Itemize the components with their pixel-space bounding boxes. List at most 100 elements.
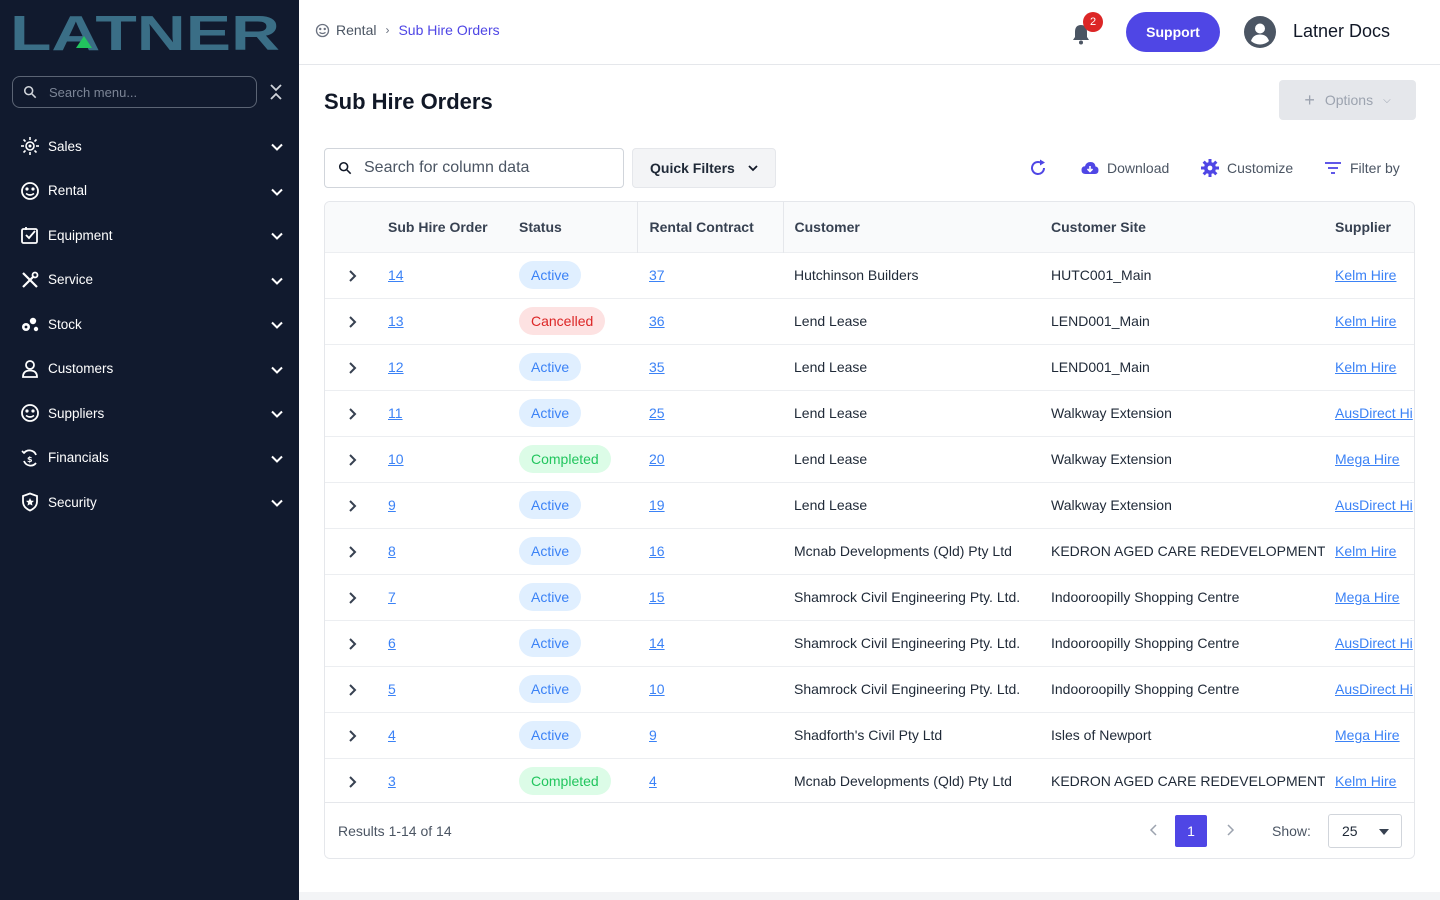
sidebar-item-financials[interactable]: $ Financials — [0, 436, 299, 481]
supplier-link[interactable]: Mega Hire — [1335, 589, 1400, 605]
table-row[interactable]: 3 Completed 4 Mcnab Developments (Qld) Pty … — [325, 758, 1414, 804]
sub-hire-order-link[interactable]: 14 — [388, 267, 404, 283]
chevron-right-icon[interactable] — [345, 591, 359, 605]
supplier-link[interactable]: AusDirect Hi — [1335, 405, 1413, 421]
table-row[interactable]: 8 Active 16 Mcnab Developments (Qld) Pty Lt… — [325, 528, 1414, 574]
chevron-right-icon[interactable] — [345, 729, 359, 743]
refresh-button[interactable] — [1028, 158, 1048, 178]
supplier-link[interactable]: Mega Hire — [1335, 727, 1400, 743]
download-button[interactable]: Download — [1080, 158, 1169, 178]
sub-hire-order-link[interactable]: 6 — [388, 635, 396, 651]
supplier-link[interactable]: AusDirect Hi — [1335, 497, 1413, 513]
expand-cell[interactable] — [325, 574, 378, 620]
chevron-right-icon[interactable] — [345, 775, 359, 789]
chevron-right-icon[interactable] — [345, 269, 359, 283]
sub-hire-order-link[interactable]: 12 — [388, 359, 404, 375]
sub-hire-order-link[interactable]: 11 — [388, 405, 403, 421]
sub-hire-order-link[interactable]: 8 — [388, 543, 396, 559]
table-row[interactable]: 14 Active 37 Hutchinson Builders HUTC001_Mai… — [325, 252, 1414, 298]
expand-cell[interactable] — [325, 344, 378, 390]
expand-cell[interactable] — [325, 620, 378, 666]
supplier-link[interactable]: Kelm Hire — [1335, 267, 1397, 283]
expand-cell[interactable] — [325, 666, 378, 712]
breadcrumb-rental[interactable]: Rental — [336, 22, 377, 38]
sub-hire-order-link[interactable]: 7 — [388, 589, 396, 605]
sub-hire-order-link[interactable]: 9 — [388, 497, 396, 513]
chevron-right-icon[interactable] — [345, 453, 359, 467]
chevron-right-icon[interactable] — [345, 407, 359, 421]
chevron-right-icon[interactable] — [345, 683, 359, 697]
column-header-sub-hire-order[interactable]: Sub Hire Order — [388, 218, 488, 235]
table-row[interactable]: 5 Active 10 Shamrock Civil Engineering Pty.… — [325, 666, 1414, 712]
table-row[interactable]: 12 Active 35 Lend Lease LEND001_Main Kelm Hir… — [325, 344, 1414, 390]
supplier-link[interactable]: Kelm Hire — [1335, 313, 1397, 329]
page-size-select[interactable]: 25 — [1328, 814, 1402, 848]
chevron-right-icon[interactable] — [345, 361, 359, 375]
chevron-right-icon[interactable] — [345, 545, 359, 559]
sidebar-item-rental[interactable]: Rental — [0, 169, 299, 214]
sidebar-item-customers[interactable]: Customers — [0, 347, 299, 392]
quick-filters-button[interactable]: Quick Filters — [632, 148, 776, 188]
sub-hire-order-link[interactable]: 3 — [388, 773, 396, 790]
supplier-link[interactable]: Kelm Hire — [1335, 773, 1397, 790]
sub-hire-order-link[interactable]: 10 — [388, 451, 404, 467]
expand-cell[interactable] — [325, 758, 378, 804]
rental-contract-link[interactable]: 20 — [649, 451, 665, 467]
table-row[interactable]: 7 Active 15 Shamrock Civil Engineering Pty.… — [325, 574, 1414, 620]
menu-search[interactable] — [12, 76, 257, 108]
expand-cell[interactable] — [325, 436, 378, 482]
table-row[interactable]: 6 Active 14 Shamrock Civil Engineering Pty.… — [325, 620, 1414, 666]
sub-hire-order-link[interactable]: 13 — [388, 313, 404, 329]
sub-hire-order-link[interactable]: 5 — [388, 681, 396, 697]
supplier-link[interactable]: Kelm Hire — [1335, 543, 1397, 559]
supplier-link[interactable]: Mega Hire — [1335, 451, 1400, 467]
supplier-link[interactable]: AusDirect Hi — [1335, 635, 1413, 651]
collapse-sidebar-icon[interactable] — [268, 82, 284, 102]
rental-contract-link[interactable]: 25 — [649, 405, 665, 421]
chevron-right-icon[interactable] — [1223, 823, 1237, 837]
sidebar-item-equipment[interactable]: Equipment — [0, 213, 299, 258]
rental-contract-link[interactable]: 37 — [649, 267, 665, 283]
sidebar-item-security[interactable]: Security — [0, 480, 299, 525]
sidebar-item-suppliers[interactable]: Suppliers — [0, 391, 299, 436]
column-header-customer-site[interactable]: Customer Site — [1051, 218, 1146, 235]
column-search-input[interactable] — [364, 159, 614, 177]
table-row[interactable]: 10 Completed 20 Lend Lease Walkway Extension… — [325, 436, 1414, 482]
table-row[interactable]: 4 Active 9 Shadforth's Civil Pty Ltd Isles o… — [325, 712, 1414, 758]
customize-button[interactable]: Customize — [1200, 158, 1293, 178]
expand-cell[interactable] — [325, 528, 378, 574]
rental-contract-link[interactable]: 9 — [649, 727, 657, 743]
supplier-link[interactable]: AusDirect Hi — [1335, 681, 1413, 697]
table-row[interactable]: 11 Active 25 Lend Lease Walkway Extension Aus… — [325, 390, 1414, 436]
rental-contract-link[interactable]: 16 — [649, 543, 665, 559]
options-button[interactable]: + Options ⌵ — [1279, 80, 1416, 120]
latner-logo[interactable]: LATNER — [10, 10, 280, 54]
user-name[interactable]: Latner Docs — [1293, 21, 1391, 41]
expand-cell[interactable] — [325, 482, 378, 528]
column-header-customer[interactable]: Customer — [794, 218, 860, 235]
expand-cell[interactable] — [325, 252, 378, 298]
breadcrumb-current[interactable]: Sub Hire Orders — [398, 22, 500, 38]
sidebar-item-service[interactable]: Service — [0, 258, 299, 303]
chevron-right-icon[interactable] — [345, 637, 359, 651]
rental-contract-link[interactable]: 35 — [649, 359, 665, 375]
rental-contract-link[interactable]: 14 — [649, 635, 665, 651]
sub-hire-order-link[interactable]: 4 — [388, 727, 396, 743]
table-row[interactable]: 9 Active 19 Lend Lease Walkway Extension AusD… — [325, 482, 1414, 528]
table-row[interactable]: 13 Cancelled 36 Lend Lease LEND001_Main Kelm … — [325, 298, 1414, 344]
column-header-status[interactable]: Status — [519, 202, 638, 252]
menu-search-input[interactable] — [49, 84, 239, 100]
rental-contract-link[interactable]: 4 — [649, 773, 657, 790]
rental-contract-link[interactable]: 15 — [649, 589, 665, 605]
column-search[interactable] — [324, 148, 624, 188]
expand-cell[interactable] — [325, 298, 378, 344]
expand-cell[interactable] — [325, 390, 378, 436]
column-header-supplier[interactable]: Supplier — [1335, 218, 1392, 235]
rental-contract-link[interactable]: 19 — [649, 497, 665, 513]
chevron-left-icon[interactable] — [1147, 823, 1161, 837]
column-header-rental-contract[interactable]: Rental Contract — [637, 202, 784, 252]
expand-cell[interactable] — [325, 712, 378, 758]
sidebar-item-sales[interactable]: Sales — [0, 124, 299, 169]
page-1-button[interactable]: 1 — [1175, 815, 1207, 847]
filter-button[interactable]: Filter by — [1323, 158, 1400, 178]
